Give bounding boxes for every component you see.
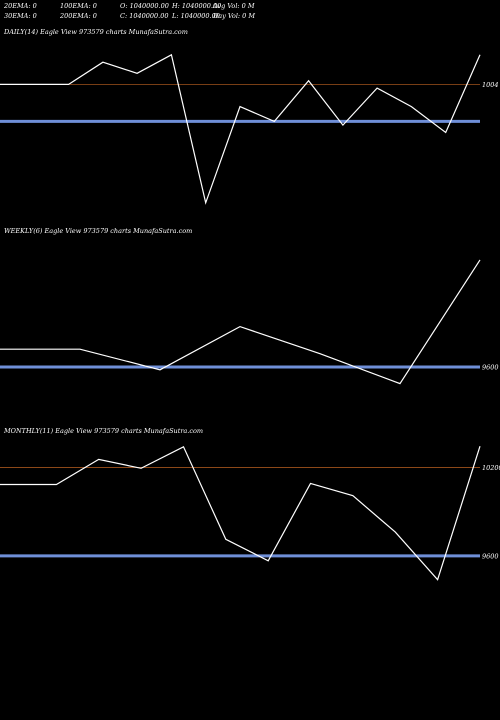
header-200ema: 200EMA: 0 bbox=[60, 12, 97, 20]
header-low: L: 1040000.00 bbox=[172, 12, 220, 20]
header-close: C: 1040000.00 bbox=[120, 12, 169, 20]
weekly-price-line bbox=[0, 259, 481, 385]
monthly-tick-label: 9600 bbox=[482, 552, 499, 560]
daily-tick-label: 1004 bbox=[482, 81, 499, 89]
header-open: O: 1040000.00 bbox=[120, 2, 169, 10]
header-high: H: 1040000.00 bbox=[172, 2, 222, 10]
weekly-chart-title: WEEKLY(6) Eagle View 973579 charts Munaf… bbox=[4, 227, 193, 235]
weekly-tick-label: 9600 bbox=[482, 364, 499, 372]
daily-price-line bbox=[0, 53, 481, 205]
monthly-chart-title: MONTHLY(11) Eagle View 973579 charts Mun… bbox=[4, 427, 204, 435]
header-30ema: 30EMA: 0 bbox=[4, 12, 37, 20]
header-avg-vol: Avg Vol: 0 M bbox=[213, 2, 255, 10]
header-day-vol: Day Vol: 0 M bbox=[213, 12, 256, 20]
monthly-price-line bbox=[0, 445, 481, 581]
header-100ema: 100EMA: 0 bbox=[60, 2, 97, 10]
header-20ema: 20EMA: 0 bbox=[4, 2, 37, 10]
daily-chart-title: DAILY(14) Eagle View 973579 charts Munaf… bbox=[4, 28, 188, 36]
monthly-tick-label: 10200 bbox=[482, 464, 500, 472]
